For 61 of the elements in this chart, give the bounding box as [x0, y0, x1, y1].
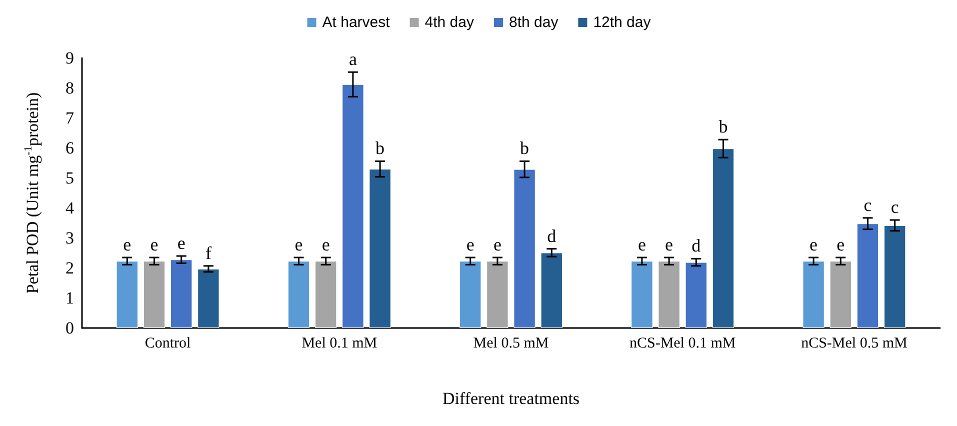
y-tick-label: 4: [66, 198, 74, 218]
bar: [712, 148, 734, 328]
bar: [685, 262, 707, 328]
data-label: b: [520, 138, 530, 158]
data-label: c: [890, 197, 899, 217]
bar: [514, 169, 536, 328]
bar: [116, 261, 138, 328]
bar: [170, 260, 192, 328]
bar: [540, 252, 562, 328]
data-label: e: [810, 234, 818, 254]
data-label: a: [348, 49, 357, 70]
data-label: d: [547, 226, 556, 246]
data-label: e: [123, 234, 132, 254]
bar: [143, 261, 166, 328]
data-label: e: [665, 234, 674, 254]
x-tick-label: nCS-Mel 0.5 mM: [801, 336, 908, 352]
bar: [856, 224, 879, 328]
bar: [342, 84, 364, 328]
bar: [658, 261, 680, 328]
y-tick-label: 9: [66, 48, 74, 68]
bar: [198, 268, 220, 328]
bar: [802, 261, 824, 328]
data-label: d: [692, 236, 701, 256]
y-tick-label: 7: [66, 108, 74, 128]
y-tick-label: 2: [66, 258, 74, 278]
bar: [369, 169, 391, 328]
y-tick-label: 5: [66, 168, 74, 188]
data-label: f: [205, 242, 212, 263]
bar: [631, 261, 653, 328]
bar: [315, 261, 337, 328]
bar: [460, 261, 482, 328]
data-label: e: [493, 234, 502, 254]
data-label: e: [638, 234, 646, 254]
bar: [486, 261, 508, 328]
data-label: e: [294, 234, 303, 254]
x-tick-label: Mel 0.5 mM: [473, 336, 549, 352]
bar: [288, 261, 310, 328]
legend-label: 8th day: [508, 14, 559, 31]
y-tick-label: 8: [66, 78, 74, 98]
data-label: e: [836, 234, 845, 254]
x-tick-label: nCS-Mel 0.1 mM: [629, 336, 736, 352]
x-tick-label: Control: [144, 336, 191, 352]
legend-label: 12th day: [593, 14, 652, 31]
data-label: e: [150, 234, 158, 254]
data-label: e: [322, 234, 330, 254]
y-axis-title: Petal POD (Unit mg-1protein): [22, 92, 42, 294]
y-tick-label: 3: [66, 228, 74, 248]
data-label: b: [376, 138, 385, 158]
data-label: e: [177, 233, 186, 253]
y-tick-label: 0: [66, 318, 74, 338]
x-tick-label: Mel 0.1 mM: [302, 336, 378, 352]
y-tick-label: 1: [66, 288, 74, 308]
data-label: e: [466, 234, 474, 254]
y-tick-label: 6: [66, 138, 74, 158]
x-axis-title: Different treatments: [442, 389, 580, 408]
data-label: c: [864, 194, 872, 215]
data-label: b: [718, 116, 728, 137]
bar: [830, 261, 852, 328]
bar: [884, 225, 906, 328]
legend-label: At harvest: [322, 14, 391, 31]
legend-label: 4th day: [424, 14, 474, 31]
